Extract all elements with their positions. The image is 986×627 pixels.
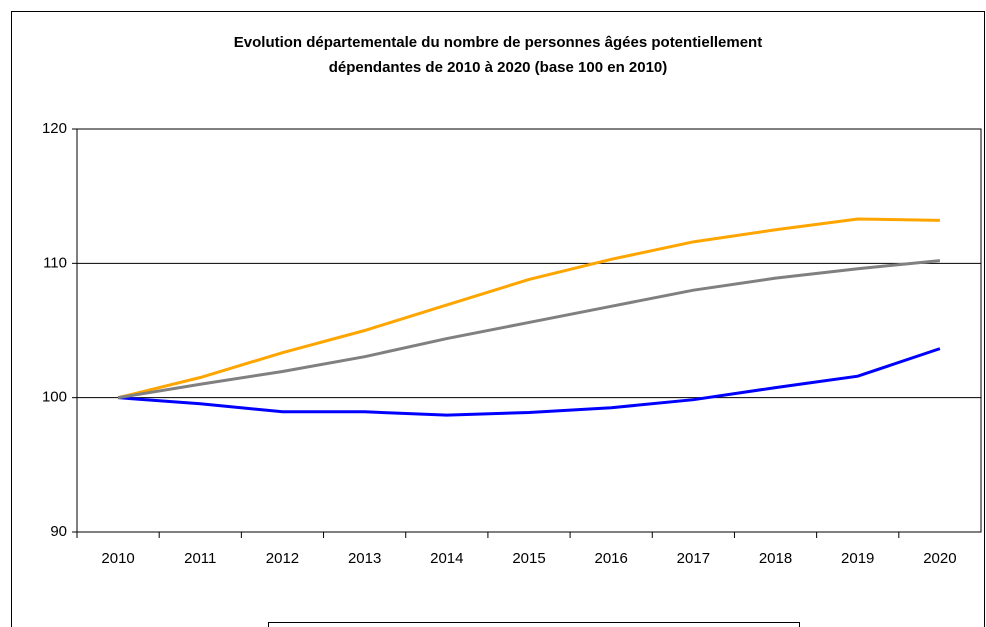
x-tick-label: 2011 [184,550,216,567]
legend-box [268,622,800,627]
x-tick-label: 2010 [101,550,134,567]
x-tick-label: 2014 [430,550,463,567]
x-tick-label: 2012 [266,550,299,567]
series-line [117,347,941,417]
y-tick-label: 120 [42,120,67,137]
x-tick-label: 2019 [841,550,874,567]
x-tick-label: 2020 [923,550,956,567]
x-tick-label: 2013 [348,550,381,567]
chart-title: Evolution départementale du nombre de pe… [234,34,762,51]
y-tick-label: 100 [42,389,67,406]
x-tick-label: 2018 [759,550,792,567]
series-line [117,259,941,400]
x-tick-label: 2016 [594,550,627,567]
legend-label: de 60 à 79 ans [322,625,421,627]
legend-label: Ensemble [657,625,724,627]
y-tick-label: 110 [43,254,67,271]
y-tick-label: 90 [50,523,67,540]
plot-area [76,128,982,533]
series-line [117,217,940,400]
legend-label: 80 ans et plus [481,625,574,627]
x-tick-label: 2015 [512,550,545,567]
chart-title: dépendantes de 2010 à 2020 (base 100 en … [329,59,668,76]
x-tick-label: 2017 [677,550,710,567]
